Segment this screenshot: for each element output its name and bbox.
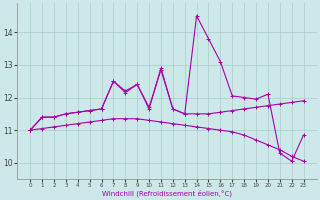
X-axis label: Windchill (Refroidissement éolien,°C): Windchill (Refroidissement éolien,°C) bbox=[102, 190, 232, 197]
